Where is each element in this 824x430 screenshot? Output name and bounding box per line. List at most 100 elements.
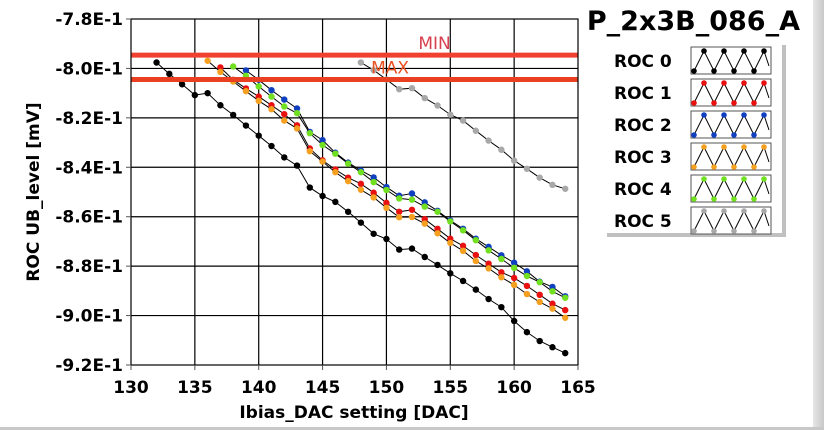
legend-swatch-marker [701,208,707,214]
legend-item[interactable]: ROC 2 [614,110,772,139]
data-point [332,169,339,176]
data-point [357,180,365,188]
data-point [421,253,428,261]
data-point [268,142,275,150]
data-point [408,190,416,197]
data-point [536,174,543,181]
data-point [344,177,352,185]
data-point [510,317,518,325]
data-point [434,208,441,215]
data-point [255,83,262,90]
data-point [217,64,224,71]
data-point [536,337,543,345]
data-point [191,91,199,99]
data-point [242,67,250,74]
legend-swatch-marker [701,48,707,54]
data-point [408,85,416,92]
legend-swatch-marker [691,228,697,234]
y-tick-label: -8.8E-1 [55,257,123,277]
data-point [459,277,467,285]
x-tick-label: 155 [433,378,469,398]
data-point [229,111,237,119]
data-point [383,199,390,207]
data-point [459,117,467,124]
legend-swatch-marker [751,132,757,138]
data-point [178,81,186,88]
legend-swatch-marker [761,80,767,86]
legend-item[interactable]: ROC 4 [614,174,772,203]
limit-label-max: MAX [371,59,409,79]
legend-swatch-marker [701,112,707,118]
legend-swatch-marker [701,176,707,182]
data-point [421,220,428,227]
legend-swatch-marker [731,228,737,234]
legend-swatch-marker [691,68,697,74]
x-tick-label: 135 [177,378,213,398]
vertical-scrollbar[interactable] [813,0,824,430]
y-tick-label: -8.6E-1 [55,208,123,228]
data-point [255,97,262,105]
data-point [447,218,454,225]
data-point [229,63,237,70]
y-tick-label: -9.0E-1 [55,307,123,327]
limit-lines: MIN MAX [131,34,578,83]
data-point [319,136,326,144]
series-roc-5 [357,59,569,192]
data-point [408,196,416,203]
data-point [421,94,428,102]
data-point [242,87,250,95]
data-point [434,261,441,269]
bottom-border [0,427,824,430]
legend-swatch-marker [751,68,757,74]
data-point [562,314,569,321]
data-point [306,129,313,137]
legend-swatch-marker [761,208,767,214]
data-point [536,291,543,299]
data-point [562,294,569,301]
x-tick-label: 160 [496,378,532,398]
data-point [344,208,352,215]
data-point [421,215,428,223]
series-roc-1 [217,64,569,314]
legend-swatch-marker [751,100,757,106]
legend-swatch-marker [741,48,747,54]
data-point [549,283,556,291]
data-point [370,230,377,237]
data-point [485,295,492,303]
y-tick-label: -7.8E-1 [55,10,123,30]
data-point [370,66,377,74]
legend-label: ROC 1 [614,84,672,104]
legend-swatch-marker [731,164,737,170]
legend-label: ROC 3 [614,148,672,168]
legend-item[interactable]: ROC 1 [614,78,772,107]
data-point [434,102,441,109]
data-point [498,274,505,281]
legend-swatch-marker [751,196,757,202]
legend-swatch-marker [731,196,737,202]
data-point [306,148,313,155]
data-point [408,245,416,252]
legend-item[interactable]: ROC 0 [614,46,772,75]
grid [131,19,578,365]
data-point [293,105,301,112]
legend-swatch-marker [711,164,717,170]
data-point [447,239,454,247]
legend-item[interactable]: ROC 3 [614,142,772,171]
legend-item[interactable]: ROC 5 [614,206,772,235]
legend-swatch-marker [691,100,697,106]
legend-swatch-marker [751,228,757,234]
data-point [421,203,428,210]
legend-swatch-marker [761,48,767,54]
data-point [370,189,377,196]
data-point [306,184,313,191]
legend-swatch-marker [761,144,767,150]
series-roc-2 [242,67,569,300]
legend-swatch-marker [731,68,737,74]
data-point [332,150,339,157]
data-point [498,303,505,311]
data-point [523,165,531,172]
legend-swatch-marker [711,228,717,234]
data-point [562,306,569,314]
legend-label: ROC 2 [614,116,672,136]
